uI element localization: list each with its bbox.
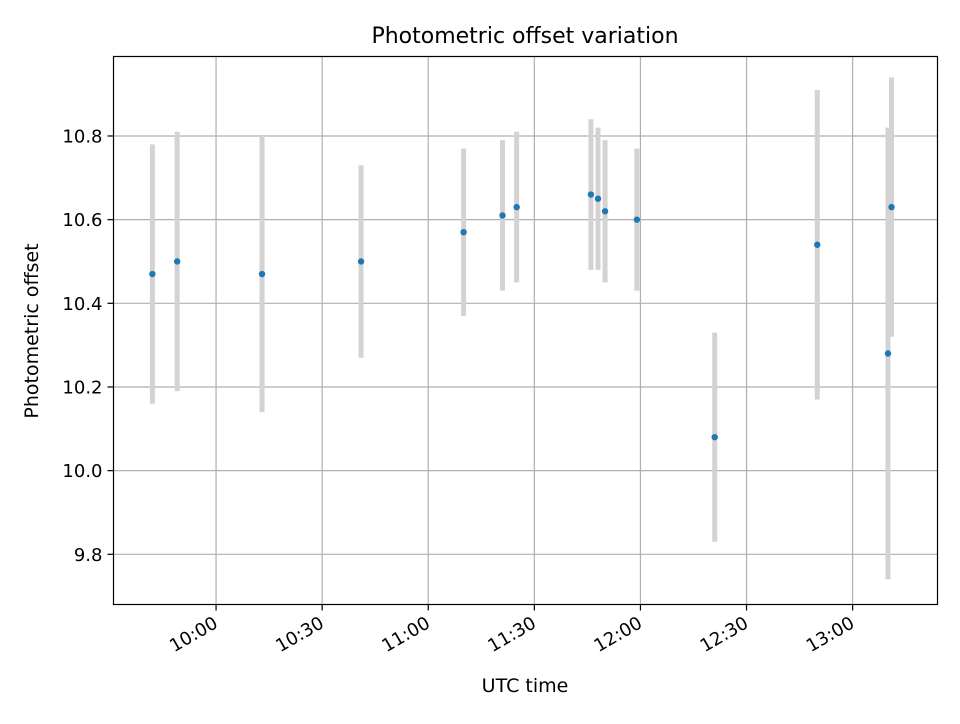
point-layer: [149, 191, 895, 441]
x-tick-label: 12:00: [591, 613, 646, 657]
data-point: [601, 208, 609, 215]
data-point: [357, 258, 365, 265]
chart-title: Photometric offset variation: [371, 24, 678, 49]
data-point: [513, 203, 520, 211]
x-tick-label: 11:30: [484, 613, 539, 657]
data-point: [711, 433, 718, 441]
y-axis-label: Photometric offset: [21, 243, 43, 418]
data-point: [594, 195, 602, 202]
data-point: [587, 191, 595, 198]
data-point: [888, 203, 895, 211]
x-tick-label: 11:00: [378, 613, 433, 657]
data-point: [499, 212, 506, 219]
x-tick-label: 10:30: [272, 613, 327, 657]
y-tick-label: 10.8: [62, 126, 102, 147]
data-point: [460, 228, 467, 236]
tick-layer: 10:00 10:30 11:00 11:30 12:00 12:30 13:00 9.8 10…: [62, 126, 858, 656]
y-tick-label: 10.0: [62, 461, 102, 482]
data-point: [884, 350, 892, 357]
plot-frame: [112, 55, 939, 606]
x-tick-label: 10:00: [166, 613, 221, 657]
y-tick-label: 10.4: [62, 294, 102, 315]
y-tick-label: 10.2: [62, 377, 102, 398]
data-point: [633, 216, 641, 223]
data-point: [173, 258, 181, 265]
data-point: [814, 241, 821, 248]
x-tick-label: 12:30: [697, 613, 752, 657]
y-tick-label: 9.8: [74, 545, 103, 566]
y-tick-label: 10.6: [62, 210, 102, 231]
x-tick-label: 13:00: [803, 613, 858, 657]
x-axis-label: UTC time: [482, 675, 569, 697]
data-point: [149, 270, 156, 278]
errorbar-layer: [149, 77, 895, 580]
grid-layer: [113, 56, 938, 605]
data-point: [258, 270, 266, 278]
